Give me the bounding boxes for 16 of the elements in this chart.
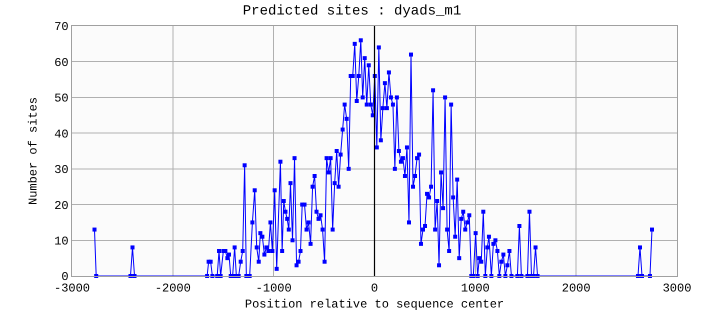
x-tick-label: 1000	[460, 281, 490, 296]
x-axis-title: Position relative to sequence center	[244, 297, 504, 312]
chart-title: Predicted sites : dyads_m1	[242, 4, 462, 20]
y-axis-title: Number of sites	[26, 96, 40, 206]
y-tick-label: 30	[54, 163, 69, 178]
y-tick-label: 50	[54, 92, 69, 106]
x-tick-label: -1000	[256, 281, 292, 296]
x-tick-label: 3000	[662, 281, 692, 296]
y-tick-label: 10	[54, 234, 69, 248]
x-tick-label: 0	[370, 281, 378, 296]
y-tick-label: 60	[54, 56, 69, 70]
x-tick-label: 2000	[562, 281, 591, 296]
x-tick-label: -2000	[154, 281, 191, 296]
y-tick-label: 40	[54, 127, 69, 142]
y-tick-label: 70	[54, 20, 69, 34]
y-tick-label: 20	[54, 198, 69, 213]
